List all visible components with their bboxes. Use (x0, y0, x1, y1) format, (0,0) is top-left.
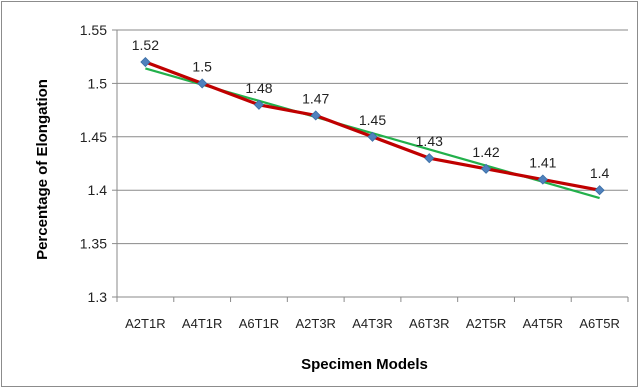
x-axis-title: Specimen Models (301, 356, 428, 373)
y-tick-label: 1.55 (80, 22, 107, 38)
axes (112, 29, 629, 302)
x-tick-label: A2T3R (295, 316, 335, 331)
y-tick-labels: 1.3 1.35 1.4 1.45 1.5 1.55 (80, 22, 107, 305)
x-tick-label: A4T3R (352, 316, 392, 331)
y-tick-label: 1.3 (88, 289, 108, 305)
y-tick-label: 1.45 (80, 129, 107, 145)
data-label: 1.45 (359, 112, 386, 128)
x-tick-label: A2T5R (466, 316, 506, 331)
x-tick-label: A4T5R (523, 316, 563, 331)
y-tick-label: 1.4 (88, 182, 108, 198)
x-tick-label: A6T1R (239, 316, 279, 331)
data-point-marker (594, 185, 605, 196)
data-label: 1.5 (192, 58, 212, 74)
gridlines (117, 29, 628, 245)
data-label: 1.42 (472, 144, 499, 160)
data-label: 1.47 (302, 90, 329, 106)
series-layer (140, 56, 605, 196)
x-tick-label: A6T3R (409, 316, 449, 331)
data-point-marker (480, 163, 492, 174)
data-point-marker (537, 174, 548, 185)
data-label: 1.4 (590, 165, 610, 181)
x-tick-label: A6T5R (579, 316, 619, 331)
data-point-marker (253, 99, 265, 110)
data-point-marker (367, 131, 378, 142)
data-label: 1.43 (416, 133, 443, 149)
data-label: 1.48 (245, 80, 272, 96)
data-point-marker (140, 56, 151, 68)
y-tick-label: 1.5 (88, 75, 108, 91)
data-labels: 1.52 1.5 1.48 1.47 1.45 1.43 1.42 1.41 1.4 (132, 37, 610, 181)
x-tick-label: A2T1R (125, 316, 165, 331)
data-point-marker (197, 78, 208, 89)
y-axis-title: Percentage of Elongation (34, 79, 51, 260)
x-tick-labels: A2T1R A4T1R A6T1R A2T3R A4T3R A6T3R A2T5R A4T5R… (125, 316, 620, 331)
data-label: 1.52 (132, 37, 159, 53)
x-tick-label: A4T1R (182, 316, 222, 331)
y-tick-label: 1.35 (80, 236, 107, 252)
data-label: 1.41 (529, 155, 556, 171)
data-point-marker (424, 153, 435, 164)
data-point-marker (310, 110, 321, 121)
